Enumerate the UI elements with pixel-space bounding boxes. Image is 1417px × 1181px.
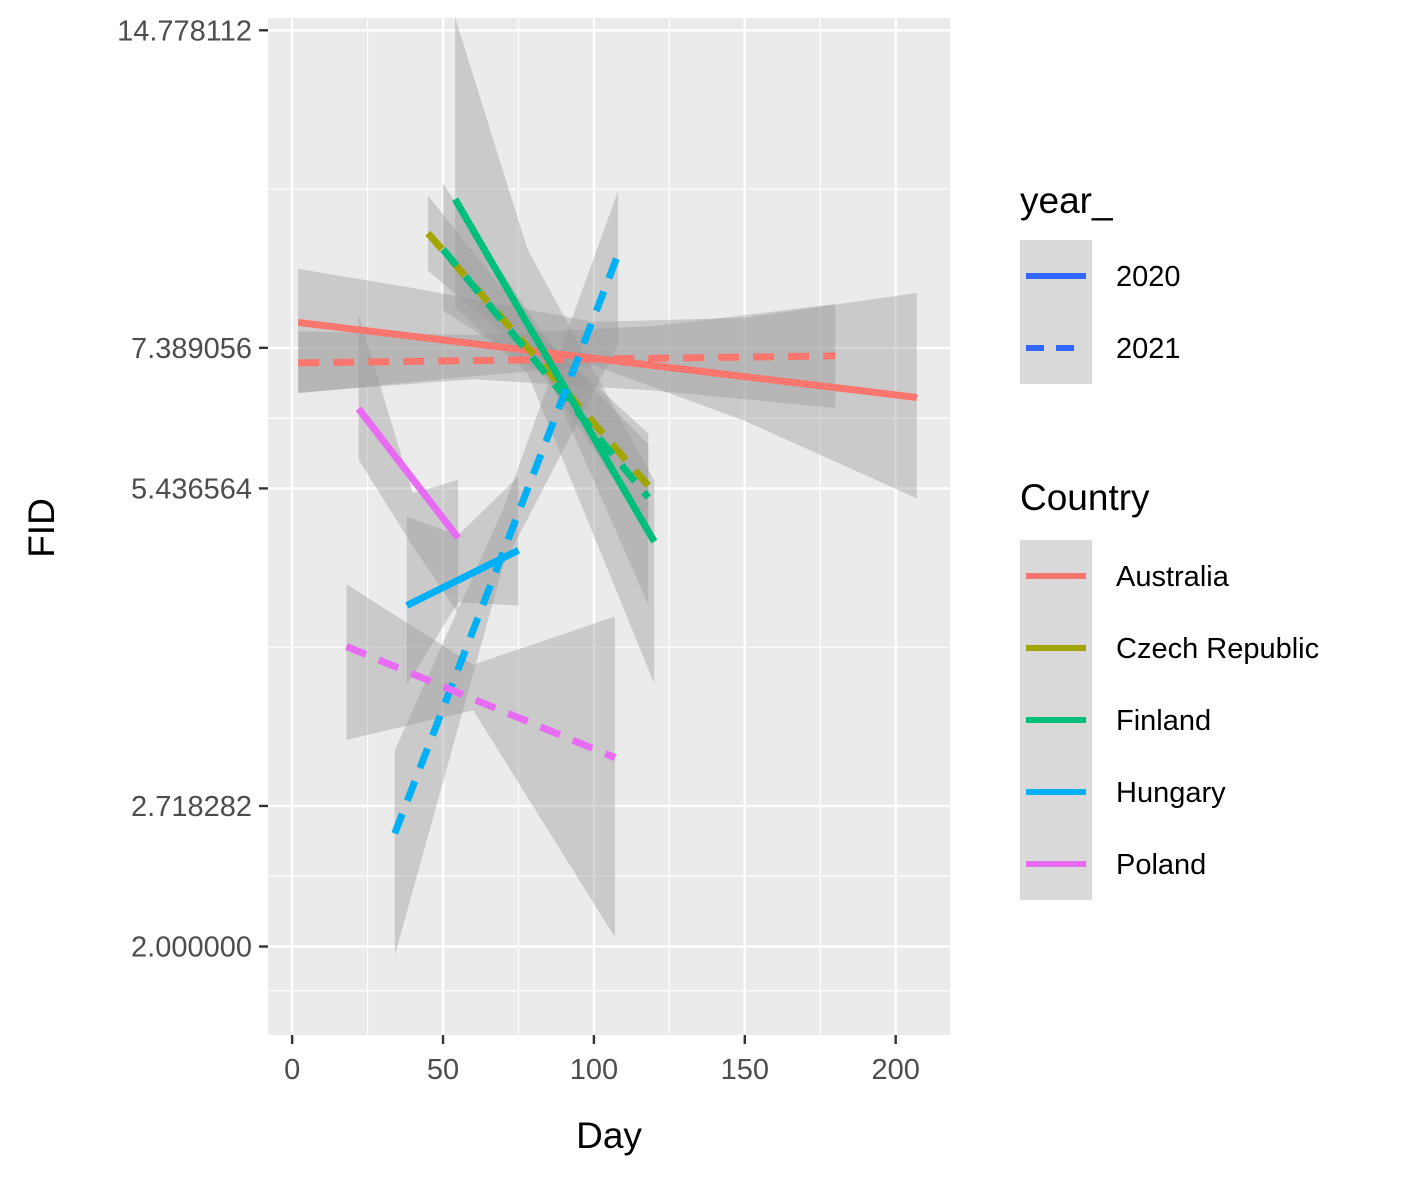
x-tick-label: 150 xyxy=(721,1054,769,1086)
legend-label-hungary: Hungary xyxy=(1116,777,1226,809)
series-lines xyxy=(297,197,918,835)
y-tick-label: 14.778112 xyxy=(117,15,252,47)
line-finland-2020 xyxy=(452,197,658,544)
line-poland-2020 xyxy=(355,406,461,541)
x-tick-label: 0 xyxy=(284,1054,300,1086)
y-tick-label: 2.718282 xyxy=(131,791,252,823)
x-axis-title: Day xyxy=(576,1115,642,1156)
legend-label-australia: Australia xyxy=(1116,561,1230,593)
grid-major xyxy=(268,18,950,1035)
y-tick-label: 5.436564 xyxy=(131,473,252,505)
legend-title-country: Country xyxy=(1020,477,1150,518)
line-australia-2021 xyxy=(298,352,836,367)
legend-label-czech-republic: Czech Republic xyxy=(1116,633,1319,665)
legend-label-2021: 2021 xyxy=(1116,333,1181,365)
line-finland-2021 xyxy=(440,247,651,500)
legend-key-background xyxy=(1020,240,1092,384)
legend-label-2020: 2020 xyxy=(1116,261,1181,293)
line-poland-2021 xyxy=(345,643,617,761)
x-tick-label: 100 xyxy=(570,1054,618,1086)
band-finland-2021 xyxy=(443,183,649,605)
y-tick-label: 7.389056 xyxy=(131,333,252,365)
band-australia-2020 xyxy=(298,268,917,499)
band-poland-2020 xyxy=(358,314,459,614)
y-axis-title: FID xyxy=(21,498,62,558)
grid-minor xyxy=(268,18,950,1035)
legend: year_ 2020 2021 Country Australia Czech Repub… xyxy=(1020,180,1319,900)
x-axis: 0 50 100 150 200 xyxy=(284,1035,920,1086)
x-tick-label: 50 xyxy=(427,1054,459,1086)
line-czech-republic-2021 xyxy=(425,230,651,488)
y-axis: 14.778112 7.389056 5.436564 2.718282 2.00000… xyxy=(117,15,268,964)
y-tick-label: 2.000000 xyxy=(131,932,252,964)
line-australia-2020 xyxy=(297,318,918,401)
legend-title-year: year_ xyxy=(1020,180,1113,221)
plot-panel xyxy=(268,18,950,1035)
legend-label-poland: Poland xyxy=(1116,849,1206,881)
x-tick-label: 200 xyxy=(871,1054,919,1086)
legend-label-finland: Finland xyxy=(1116,705,1211,737)
